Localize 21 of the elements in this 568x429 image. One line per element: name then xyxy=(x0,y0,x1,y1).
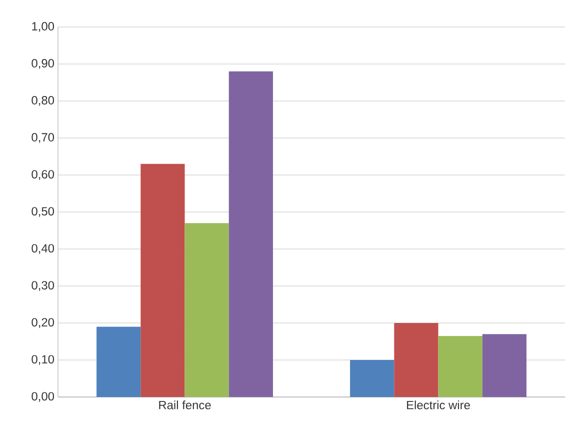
y-tick-label: 0,50 xyxy=(32,207,54,217)
y-tick-label: 0,80 xyxy=(32,96,54,106)
y-tick-label: 0,40 xyxy=(32,244,54,254)
bar xyxy=(350,360,394,397)
y-tick-label: 0,00 xyxy=(32,392,54,402)
y-tick-label: 1,00 xyxy=(32,22,54,32)
bar xyxy=(228,71,273,397)
bar xyxy=(184,223,229,397)
bar xyxy=(140,164,185,397)
bar xyxy=(482,334,526,397)
bar xyxy=(96,326,141,397)
bar xyxy=(438,336,482,397)
x-tick-label: Electric wire xyxy=(407,400,470,410)
y-tick-label: 0,90 xyxy=(32,59,54,69)
y-tick-label: 0,60 xyxy=(32,170,54,180)
x-tick-label: Rail fence xyxy=(159,400,211,410)
bar xyxy=(394,323,438,397)
y-tick-label: 0,10 xyxy=(32,355,54,365)
y-tick-label: 0,20 xyxy=(32,318,54,328)
y-tick-label: 0,70 xyxy=(32,133,54,143)
y-tick-label: 0,30 xyxy=(32,281,54,291)
